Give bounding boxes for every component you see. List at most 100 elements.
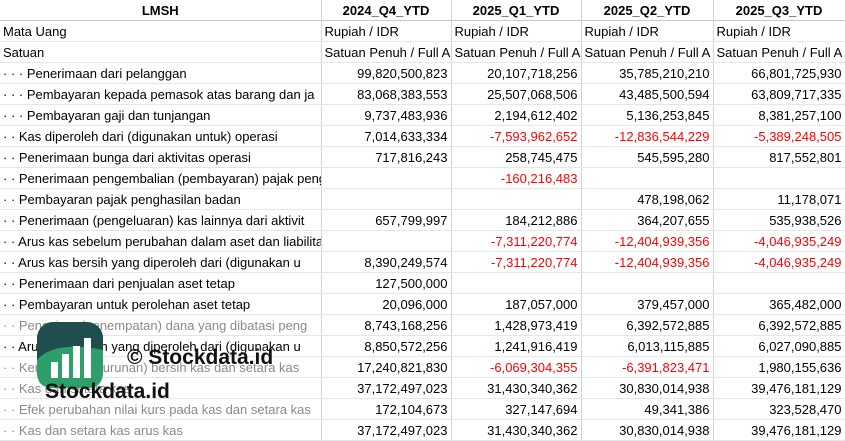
table-cell[interactable]: -7,311,220,774 — [451, 251, 582, 273]
table-cell[interactable]: 37,172,497,023 — [321, 377, 452, 399]
row-label[interactable]: · · Penerimaan pengembalian (pembayaran)… — [0, 167, 322, 189]
column-header[interactable]: 2024_Q4_YTD — [321, 0, 452, 21]
table-cell[interactable]: 6,027,090,885 — [713, 335, 845, 357]
table-cell[interactable]: 30,830,014,938 — [581, 377, 714, 399]
table-cell[interactable] — [451, 188, 582, 210]
table-cell[interactable] — [713, 167, 845, 189]
table-cell[interactable]: 327,147,694 — [451, 398, 582, 420]
row-label[interactable]: · · Penerimaan bunga dari aktivitas oper… — [0, 146, 322, 168]
row-label[interactable]: Mata Uang — [0, 20, 322, 42]
row-label[interactable]: · · Efek perubahan nilai kurs pada kas d… — [0, 398, 322, 420]
table-cell[interactable]: 184,212,886 — [451, 209, 582, 231]
row-label[interactable]: · · Arus kas bersih yang diperoleh dari … — [0, 335, 322, 357]
row-label[interactable]: · · Kenaikan (penurunan) bersih kas dan … — [0, 356, 322, 378]
table-cell[interactable]: 7,014,633,334 — [321, 125, 452, 147]
table-cell[interactable]: 717,816,243 — [321, 146, 452, 168]
table-cell[interactable]: 43,485,500,594 — [581, 83, 714, 105]
table-cell[interactable]: 1,241,916,419 — [451, 335, 582, 357]
row-label[interactable]: · · Arus kas sebelum perubahan dalam ase… — [0, 230, 322, 252]
row-label[interactable]: · · · Pembayaran gaji dan tunjangan — [0, 104, 322, 126]
table-cell[interactable] — [451, 272, 582, 294]
table-cell[interactable]: 364,207,655 — [581, 209, 714, 231]
row-label[interactable]: · · Penerimaan dari penjualan aset tetap — [0, 272, 322, 294]
table-cell[interactable]: Rupiah / IDR — [321, 20, 452, 42]
table-cell[interactable]: 39,476,181,129 — [713, 377, 845, 399]
table-cell[interactable]: 172,104,673 — [321, 398, 452, 420]
table-cell[interactable]: 2,194,612,402 — [451, 104, 582, 126]
table-cell[interactable]: 99,820,500,823 — [321, 62, 452, 84]
row-label[interactable]: · · Kas diperoleh dari (digunakan untuk)… — [0, 125, 322, 147]
table-cell[interactable]: Rupiah / IDR — [581, 20, 714, 42]
table-cell[interactable]: 11,178,071 — [713, 188, 845, 210]
table-cell[interactable]: 20,107,718,256 — [451, 62, 582, 84]
table-cell[interactable] — [581, 272, 714, 294]
table-cell[interactable]: -6,391,823,471 — [581, 356, 714, 378]
table-cell[interactable]: 6,013,115,885 — [581, 335, 714, 357]
table-cell[interactable]: 817,552,801 — [713, 146, 845, 168]
table-cell[interactable]: 1,980,155,636 — [713, 356, 845, 378]
row-label[interactable]: · · · Penerimaan dari pelanggan — [0, 62, 322, 84]
company-code[interactable]: LMSH — [0, 0, 322, 21]
table-cell[interactable]: -12,836,544,229 — [581, 125, 714, 147]
table-cell[interactable]: 8,743,168,256 — [321, 314, 452, 336]
table-cell[interactable]: 1,428,973,419 — [451, 314, 582, 336]
table-cell[interactable]: 6,392,572,885 — [581, 314, 714, 336]
row-label[interactable]: · · Kas dan setara kas arus kas — [0, 419, 322, 441]
table-cell[interactable]: 17,240,821,830 — [321, 356, 452, 378]
column-header[interactable]: 2025_Q2_YTD — [581, 0, 714, 21]
table-cell[interactable]: 31,430,340,362 — [451, 419, 582, 441]
table-cell[interactable]: 535,938,526 — [713, 209, 845, 231]
table-cell[interactable]: 30,830,014,938 — [581, 419, 714, 441]
row-label[interactable]: · · Arus kas bersih yang diperoleh dari … — [0, 251, 322, 273]
table-cell[interactable]: Satuan Penuh / Full A — [581, 41, 714, 63]
table-cell[interactable] — [321, 188, 452, 210]
table-cell[interactable]: -4,046,935,249 — [713, 230, 845, 252]
table-cell[interactable]: 8,381,257,100 — [713, 104, 845, 126]
row-label[interactable]: · · Pembayaran pajak penghasilan badan — [0, 188, 322, 210]
table-cell[interactable]: 39,476,181,129 — [713, 419, 845, 441]
row-label[interactable]: · · · Pembayaran kepada pemasok atas bar… — [0, 83, 322, 105]
table-cell[interactable]: 545,595,280 — [581, 146, 714, 168]
table-cell[interactable]: 8,390,249,574 — [321, 251, 452, 273]
table-cell[interactable]: Satuan Penuh / Full A — [451, 41, 582, 63]
table-cell[interactable]: -4,046,935,249 — [713, 251, 845, 273]
table-cell[interactable]: Rupiah / IDR — [451, 20, 582, 42]
table-cell[interactable]: 20,096,000 — [321, 293, 452, 315]
table-cell[interactable]: -12,404,939,356 — [581, 251, 714, 273]
row-label[interactable]: · · Pembayaran untuk perolehan aset teta… — [0, 293, 322, 315]
table-cell[interactable] — [321, 230, 452, 252]
table-cell[interactable]: 187,057,000 — [451, 293, 582, 315]
table-cell[interactable]: 365,482,000 — [713, 293, 845, 315]
table-cell[interactable] — [581, 167, 714, 189]
table-cell[interactable]: -12,404,939,356 — [581, 230, 714, 252]
column-header[interactable]: 2025_Q3_YTD — [713, 0, 845, 21]
table-cell[interactable]: 478,198,062 — [581, 188, 714, 210]
table-cell[interactable]: -7,311,220,774 — [451, 230, 582, 252]
table-cell[interactable]: 379,457,000 — [581, 293, 714, 315]
table-cell[interactable]: 8,850,572,256 — [321, 335, 452, 357]
table-cell[interactable]: Rupiah / IDR — [713, 20, 845, 42]
table-cell[interactable]: 31,430,340,362 — [451, 377, 582, 399]
table-cell[interactable]: 25,507,068,506 — [451, 83, 582, 105]
table-cell[interactable] — [321, 167, 452, 189]
table-cell[interactable]: 323,528,470 — [713, 398, 845, 420]
table-cell[interactable]: 6,392,572,885 — [713, 314, 845, 336]
table-cell[interactable]: Satuan Penuh / Full A — [713, 41, 845, 63]
table-cell[interactable]: 66,801,725,930 — [713, 62, 845, 84]
row-label[interactable]: · · Pencairan (penempatan) dana yang dib… — [0, 314, 322, 336]
table-cell[interactable]: 83,068,383,553 — [321, 83, 452, 105]
table-cell[interactable] — [713, 272, 845, 294]
row-label[interactable]: · · Kas dan setara kas — [0, 377, 322, 399]
column-header[interactable]: 2025_Q1_YTD — [451, 0, 582, 21]
table-cell[interactable]: Satuan Penuh / Full A — [321, 41, 452, 63]
table-cell[interactable]: 258,745,475 — [451, 146, 582, 168]
table-cell[interactable]: 657,799,997 — [321, 209, 452, 231]
table-cell[interactable]: 63,809,717,335 — [713, 83, 845, 105]
table-cell[interactable]: 37,172,497,023 — [321, 419, 452, 441]
table-cell[interactable]: -160,216,483 — [451, 167, 582, 189]
table-cell[interactable]: -6,069,304,355 — [451, 356, 582, 378]
table-cell[interactable]: -7,593,962,652 — [451, 125, 582, 147]
table-cell[interactable]: 127,500,000 — [321, 272, 452, 294]
table-cell[interactable]: 5,136,253,845 — [581, 104, 714, 126]
table-cell[interactable]: -5,389,248,505 — [713, 125, 845, 147]
